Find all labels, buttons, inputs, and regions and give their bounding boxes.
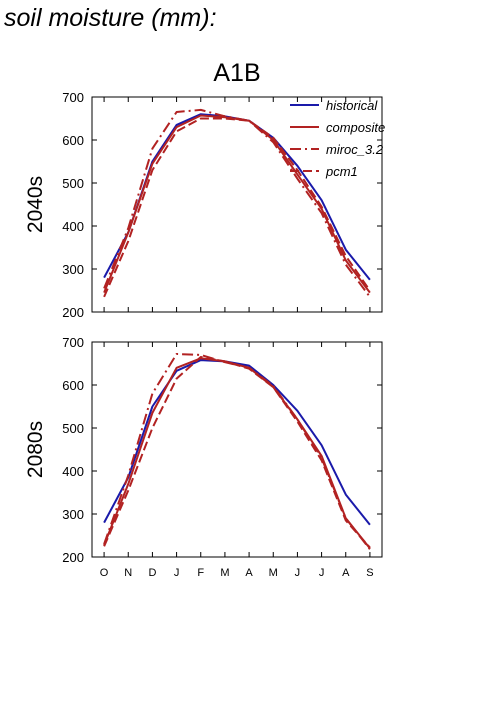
y-tick-label: 700 bbox=[62, 90, 84, 105]
x-tick-label: J bbox=[319, 567, 325, 579]
x-tick-label: M bbox=[220, 567, 229, 579]
y-tick-label: 400 bbox=[62, 464, 84, 479]
y-tick-label: 200 bbox=[62, 305, 84, 320]
legend-item: miroc_3.2 bbox=[290, 142, 384, 157]
x-tick-label: D bbox=[148, 567, 156, 579]
series-line-pcm1 bbox=[103, 117, 371, 298]
legend-label: miroc_3.2 bbox=[326, 142, 384, 157]
legend-label: composite bbox=[326, 120, 385, 135]
legend: historical composite miroc_3.2 pcm1 bbox=[290, 98, 385, 179]
series-line-composite bbox=[103, 357, 371, 550]
page-title: soil moisture (mm): bbox=[4, 4, 217, 32]
x-tick-label: A bbox=[245, 567, 253, 579]
legend-item: composite bbox=[290, 120, 385, 135]
legend-item: historical bbox=[290, 98, 378, 113]
y-tick-label: 200 bbox=[62, 550, 84, 565]
scenario-label: A1B bbox=[213, 59, 260, 87]
series-line-miroc-3-2 bbox=[103, 353, 371, 550]
x-tick-label: J bbox=[174, 567, 180, 579]
legend-label: pcm1 bbox=[325, 164, 358, 179]
y-tick-label: 700 bbox=[62, 335, 84, 350]
x-tick-label: M bbox=[269, 567, 278, 579]
x-tick-label: F bbox=[197, 567, 204, 579]
panel-2040s: 200 300 400 500 600 700 2040s bbox=[24, 90, 383, 320]
x-tick-label: A bbox=[342, 567, 350, 579]
panel-2080s: 200 300 400 500 600 700 O N D J F M A M J J A S 2080s bbox=[24, 335, 383, 579]
plot-frame bbox=[91, 341, 383, 558]
y-tick-label: 300 bbox=[62, 507, 84, 522]
x-tick-label: J bbox=[295, 567, 301, 579]
series-line-pcm1 bbox=[103, 356, 371, 549]
panel-label: 2080s bbox=[24, 421, 47, 478]
y-tick-label: 500 bbox=[62, 176, 84, 191]
legend-item: pcm1 bbox=[290, 164, 358, 179]
y-tick-label: 600 bbox=[62, 378, 84, 393]
legend-label: historical bbox=[326, 98, 378, 113]
series-line-historical bbox=[103, 359, 371, 526]
y-tick-label: 300 bbox=[62, 262, 84, 277]
series-line-miroc-3-2 bbox=[103, 108, 371, 298]
x-tick-label: S bbox=[366, 567, 373, 579]
y-tick-label: 600 bbox=[62, 133, 84, 148]
x-tick-label: O bbox=[100, 567, 109, 579]
chart-panels: 200 300 400 500 600 700 2040s 200 300 400 500 600 70… bbox=[24, 90, 383, 579]
y-tick-label: 500 bbox=[62, 421, 84, 436]
panel-label: 2040s bbox=[24, 176, 47, 233]
y-tick-label: 400 bbox=[62, 219, 84, 234]
plot-frame bbox=[91, 96, 383, 313]
x-tick-label: N bbox=[124, 567, 132, 579]
